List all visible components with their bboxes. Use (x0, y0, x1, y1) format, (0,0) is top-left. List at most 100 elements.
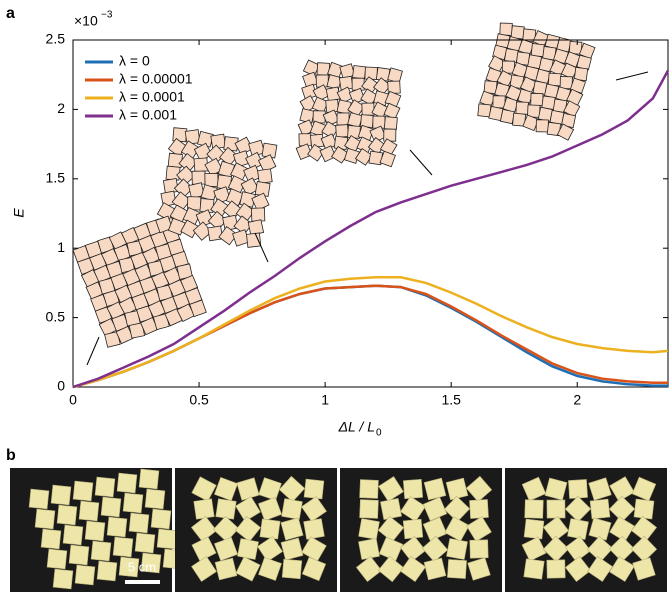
photo-tile (470, 500, 489, 519)
photo-tile (194, 499, 214, 519)
tile (192, 171, 205, 184)
photo-tile (101, 497, 121, 517)
photo-tile (117, 473, 137, 493)
photo-tile (215, 558, 237, 580)
x-tick-label: 0 (69, 392, 77, 408)
photo-tile (524, 519, 544, 539)
legend-label: λ = 0.00001 (119, 71, 193, 87)
tile (205, 173, 218, 186)
photo-strip (10, 468, 667, 592)
legend-label: λ = 0.0001 (119, 89, 185, 105)
photo-tile (304, 519, 325, 540)
y-axis-label: E (11, 208, 27, 218)
tile (362, 103, 374, 115)
photo-tile (53, 569, 73, 589)
photo-tile (35, 509, 55, 529)
photo-tile (447, 559, 466, 578)
y-scale-exponent: −3 (101, 10, 113, 21)
x-tick-label: 1 (321, 392, 329, 408)
photo-tile (47, 549, 67, 569)
photo-tile (75, 565, 95, 585)
y-scale-base: ×10 (74, 13, 98, 29)
photo-tile (95, 477, 115, 497)
tile (258, 169, 273, 184)
photo-tile (57, 505, 77, 525)
photo-tile (403, 519, 423, 539)
pointer (616, 72, 648, 80)
photo-tile (547, 500, 565, 518)
tile (500, 109, 514, 123)
tile (373, 116, 385, 128)
photo-tile (63, 525, 83, 545)
photo-tile (139, 469, 159, 489)
pointer (87, 337, 99, 365)
tile (531, 93, 543, 105)
tile (337, 113, 349, 125)
tile (493, 96, 505, 108)
tile (163, 179, 178, 194)
photo-tile (69, 545, 89, 565)
y-tick-label: 0.5 (46, 308, 66, 324)
photo-tile (359, 519, 380, 540)
photo-tile (424, 478, 446, 500)
tile (560, 77, 572, 89)
scale-bar-label: 5 cm (128, 559, 156, 574)
photo-tile (41, 529, 61, 549)
tile (348, 113, 363, 128)
tile (336, 125, 349, 138)
photo-tile (470, 540, 488, 558)
photo-tile (525, 500, 544, 519)
photo-tile (135, 533, 155, 553)
tile (388, 68, 403, 83)
photo-tile (447, 539, 468, 560)
tile (548, 73, 561, 86)
tile (223, 215, 238, 230)
y-tick-label: 1.5 (46, 170, 66, 186)
photo-tile (29, 489, 49, 509)
x-tick-label: 1.5 (441, 392, 461, 408)
photo-tile (123, 493, 143, 513)
photo-tile (91, 541, 111, 561)
photo-tile (73, 481, 93, 501)
tile (352, 78, 364, 90)
photo-tile (360, 500, 379, 519)
photo-tile (216, 499, 236, 519)
tile (166, 166, 180, 180)
photo-tile (568, 519, 589, 540)
photo-tile (359, 539, 380, 560)
tile (248, 220, 263, 235)
tile (365, 67, 378, 79)
photo-tile (97, 561, 117, 581)
photo-tile (151, 509, 171, 529)
y-tick-label: 0 (57, 378, 65, 394)
photo-tile (380, 498, 401, 519)
legend-label: λ = 0 (119, 53, 150, 69)
tile (353, 66, 366, 79)
legend-label: λ = 0.001 (119, 107, 177, 123)
tile (516, 102, 529, 115)
photo-tile (79, 501, 99, 521)
x-axis-label: ΔL / L (338, 419, 375, 435)
photo-tile (129, 513, 149, 533)
photo-tile (85, 521, 105, 541)
figure: a b ×10 −3 E ΔL / L 0 5 cm 00.511.522.50… (0, 0, 670, 592)
photo-tile (304, 479, 324, 499)
pointer (255, 233, 268, 262)
tile (478, 104, 491, 117)
photo-tile (113, 537, 133, 557)
tile (252, 208, 265, 221)
tile (337, 100, 351, 114)
photo-tile (634, 499, 654, 519)
tile (384, 129, 396, 141)
tile (542, 96, 555, 109)
tile (505, 49, 519, 63)
photo-tile (568, 479, 587, 498)
tile (168, 153, 182, 167)
tile (384, 117, 397, 130)
photo-tile (282, 559, 302, 579)
y-tick-label: 1 (57, 239, 65, 255)
photo-tile (547, 560, 565, 578)
photo-tile (282, 499, 303, 520)
photo-tile (51, 485, 71, 505)
panel-label: a (6, 5, 15, 22)
